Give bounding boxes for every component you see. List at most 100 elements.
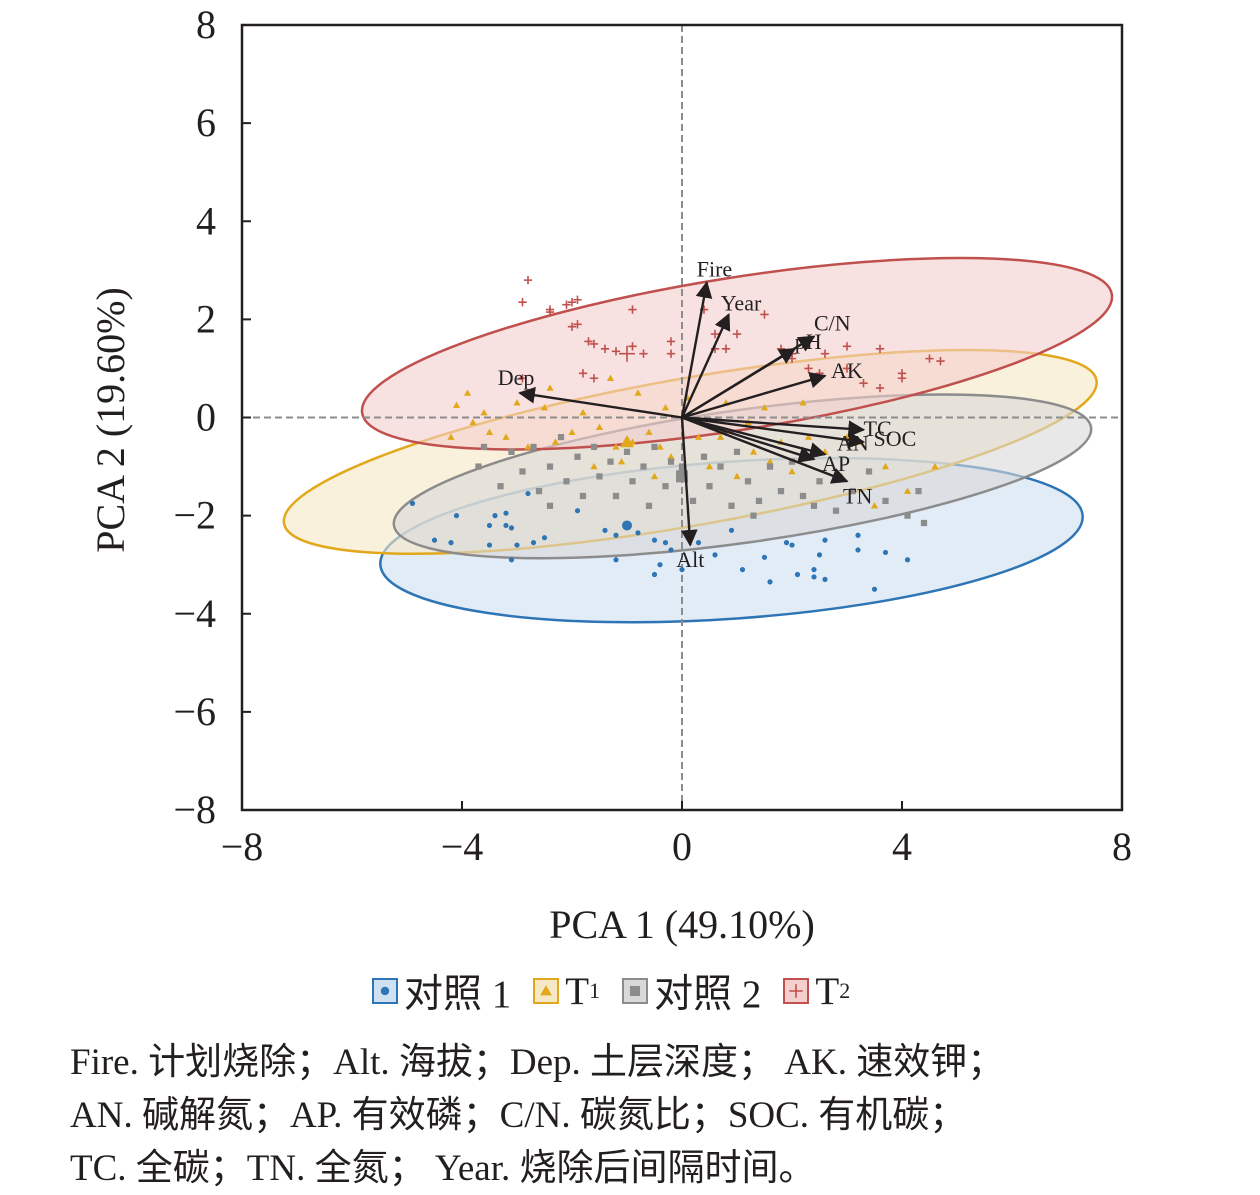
point-group-3 xyxy=(574,453,581,460)
point-group-1 xyxy=(453,513,460,519)
point-group-4 xyxy=(721,344,731,353)
point-group-3 xyxy=(777,487,785,495)
point-group-1 xyxy=(514,542,520,548)
point-group-3 xyxy=(810,502,818,509)
point-group-2 xyxy=(931,462,939,470)
legend-swatch xyxy=(372,978,398,1004)
vector-arrow xyxy=(681,416,849,484)
point-group-2 xyxy=(463,389,472,396)
point-group-2 xyxy=(546,384,554,391)
point-group-1 xyxy=(811,574,817,580)
point-group-1 xyxy=(635,530,641,536)
point-group-2 xyxy=(650,472,659,480)
point-group-3 xyxy=(590,443,598,451)
point-group-3 xyxy=(612,492,620,500)
vector-label: Fire xyxy=(697,257,732,282)
point-group-3 xyxy=(766,463,774,470)
point-group-3 xyxy=(607,458,614,465)
point-group-2 xyxy=(903,487,912,494)
point-group-4 xyxy=(875,344,885,353)
point-group-2 xyxy=(502,433,510,440)
y-axis-label: PCA 2 (19.60%) xyxy=(88,287,133,553)
point-group-3 xyxy=(728,502,735,509)
point-group-3 xyxy=(750,512,757,519)
confidence-ellipses xyxy=(282,256,1114,624)
point-group-1 xyxy=(679,566,685,573)
vector-arrow xyxy=(681,416,866,438)
point-group-2 xyxy=(447,433,455,440)
legend-marker-triangle xyxy=(540,985,553,996)
point-group-1 xyxy=(811,566,817,573)
point-group-4 xyxy=(859,378,868,388)
point-group-3 xyxy=(849,487,856,495)
point-group-1 xyxy=(695,540,702,546)
point-group-1 xyxy=(855,532,861,538)
point-group-3 xyxy=(546,463,554,470)
x-tick-label: 4 xyxy=(892,824,912,869)
point-group-1 xyxy=(728,527,735,533)
point-group-1 xyxy=(492,513,498,519)
point-group-3 xyxy=(904,512,911,519)
point-group-1 xyxy=(409,500,416,506)
point-group-3 xyxy=(667,458,675,465)
point-group-1 xyxy=(904,557,911,563)
point-group-2 xyxy=(485,428,494,435)
point-group-4 xyxy=(584,337,593,346)
caption-line: Fire. 计划烧除；Alt. 海拔；Dep. 土层深度； AK. 速效钾； xyxy=(70,1042,1005,1083)
point-group-4 xyxy=(628,305,637,314)
y-tick-label: 8 xyxy=(196,2,216,47)
legend-label-subscript: 1 xyxy=(589,978,601,1003)
point-group-2 xyxy=(749,448,758,455)
point-group-1 xyxy=(789,542,795,548)
legend-marker-square xyxy=(630,985,641,997)
point-group-4 xyxy=(600,344,610,353)
point-group-4 xyxy=(628,342,637,351)
point-group-3 xyxy=(530,443,537,451)
point-group-4 xyxy=(639,349,648,358)
point-group-4 xyxy=(545,307,555,317)
point-group-3 xyxy=(700,453,708,460)
legend-marker-cross xyxy=(789,984,804,998)
point-group-3 xyxy=(706,483,713,490)
vector-label: Dep xyxy=(498,365,535,390)
y-tick-label: −2 xyxy=(173,493,216,538)
point-group-3 xyxy=(733,448,741,455)
point-group-3 xyxy=(882,497,889,505)
legend-marker-circle xyxy=(380,986,390,996)
legend-label: 对照 2 xyxy=(654,973,762,1016)
legend-swatch xyxy=(622,978,649,1004)
y-tick-label: −8 xyxy=(173,787,216,832)
point-group-3 xyxy=(788,458,796,465)
point-group-2 xyxy=(881,462,890,470)
point-group-1 xyxy=(541,535,548,541)
point-group-4 xyxy=(523,275,533,285)
point-group-4 xyxy=(925,354,934,363)
y-tick-label: 0 xyxy=(196,395,216,440)
point-group-3 xyxy=(865,468,873,475)
point-group-3 xyxy=(755,497,763,505)
point-group-1 xyxy=(613,557,619,563)
point-group-2 xyxy=(733,472,741,480)
vector-arrow xyxy=(680,417,698,547)
point-group-3 xyxy=(645,502,653,509)
point-group-2 xyxy=(617,458,626,465)
vector-label: Year xyxy=(721,290,762,315)
point-group-4 xyxy=(567,322,577,331)
point-group-3 xyxy=(480,443,488,451)
vector-arrow xyxy=(681,347,797,419)
point-group-3 xyxy=(799,492,807,500)
caption-line: TC. 全碳；TN. 全氮； Year. 烧除后间隔时间。 xyxy=(70,1148,816,1189)
point-group-4 xyxy=(804,364,813,373)
vector-label: SOC xyxy=(874,426,917,451)
point-group-4 xyxy=(573,295,582,304)
point-group-1 xyxy=(822,576,828,583)
point-group-4 xyxy=(897,369,907,378)
point-group-3 xyxy=(579,492,587,500)
point-group-2 xyxy=(645,428,653,435)
point-group-2 xyxy=(480,408,488,416)
point-group-2 xyxy=(705,462,714,470)
point-group-1 xyxy=(486,522,493,529)
vector-label: TC xyxy=(864,416,892,441)
